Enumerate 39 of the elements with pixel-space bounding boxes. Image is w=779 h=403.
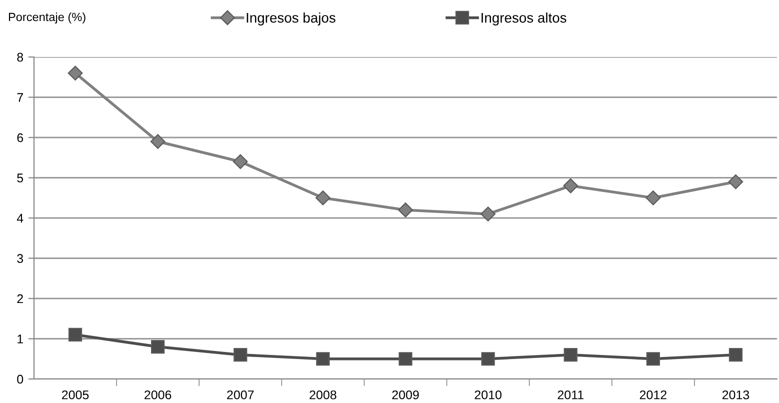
- y-tick-label: 5: [17, 174, 24, 182]
- x-tick-label: 2008: [310, 390, 336, 400]
- point: [398, 202, 413, 218]
- point: [646, 352, 660, 366]
- point: [68, 328, 82, 342]
- x-tick-label: 2011: [558, 390, 584, 400]
- point: [398, 352, 412, 366]
- y-tick-label: 6: [17, 133, 24, 142]
- point: [68, 66, 83, 81]
- point: [480, 206, 496, 222]
- y-tick-label: 0: [17, 374, 24, 384]
- x-tick-label: 2009: [392, 390, 419, 400]
- legend-label: Ingresos bajos: [246, 12, 336, 26]
- point: [564, 348, 578, 362]
- y-tick-label: 8: [17, 52, 24, 62]
- x-tick-label: 2007: [227, 390, 254, 400]
- y-tick-label: 7: [17, 93, 23, 102]
- x-tick-label: 2010: [474, 390, 502, 400]
- point: [481, 352, 495, 366]
- point: [563, 178, 578, 194]
- point: [150, 134, 166, 149]
- x-tick-label: 2005: [62, 390, 89, 400]
- y-tick-label: 3: [17, 254, 24, 263]
- x-tick-label: 2012: [640, 390, 666, 400]
- point: [151, 340, 165, 354]
- x-tick-label: 2006: [144, 390, 172, 400]
- point: [728, 348, 743, 362]
- point: [234, 348, 248, 362]
- point: [232, 154, 248, 170]
- legend-label: Ingresos altos: [482, 12, 566, 26]
- y-axis-title: Porcentaje (%): [8, 12, 86, 24]
- point: [646, 190, 661, 206]
- y-tick-label: 1: [18, 334, 23, 344]
- point: [728, 174, 744, 190]
- y-tick-label: 4: [16, 214, 24, 223]
- point: [316, 190, 330, 206]
- point: [316, 352, 330, 366]
- x-tick-label: 2013: [722, 390, 750, 400]
- y-tick-label: 2: [17, 294, 23, 304]
